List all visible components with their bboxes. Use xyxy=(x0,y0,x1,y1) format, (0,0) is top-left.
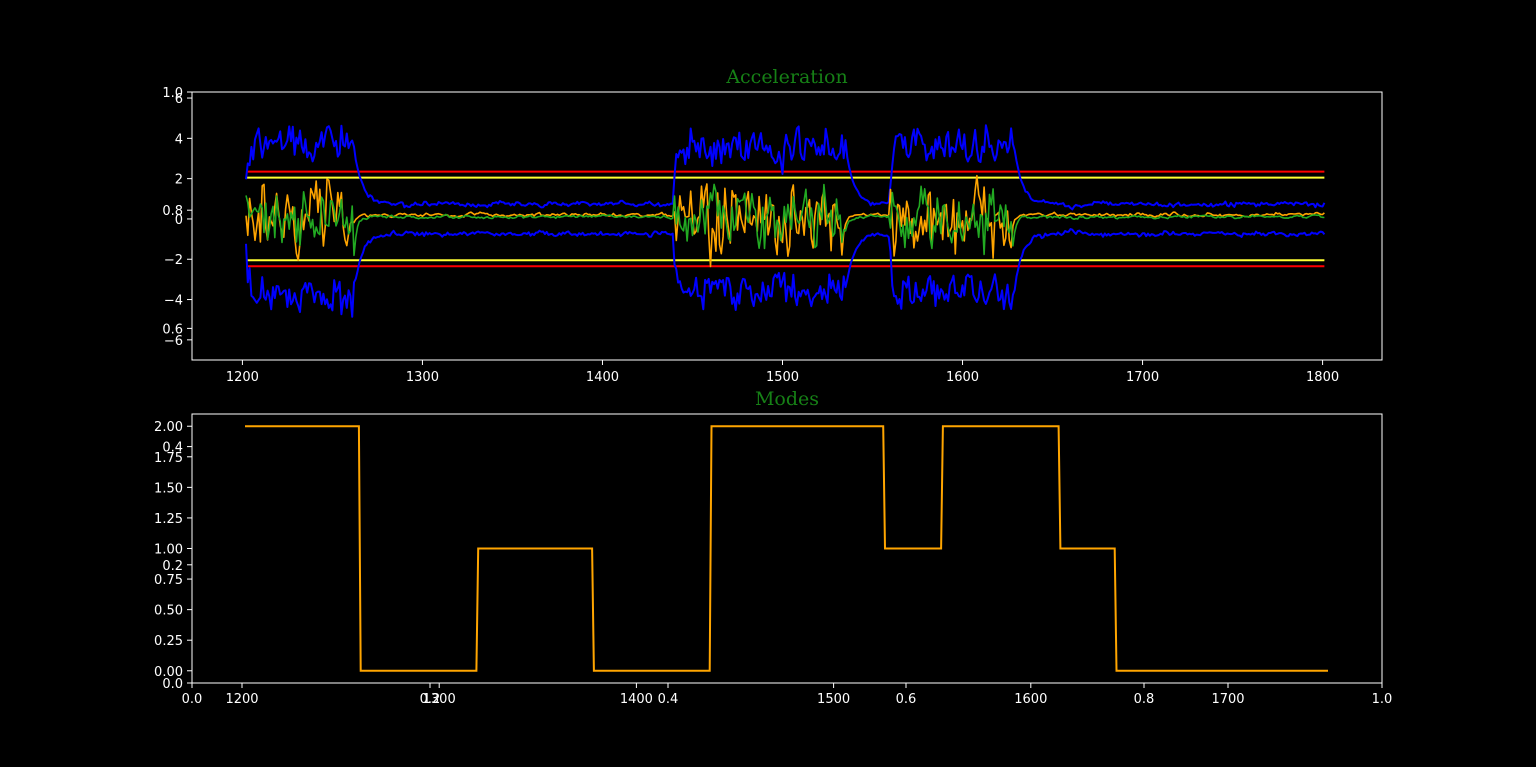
acceleration-chart: Acceleration 1200 1300 1400 1500 1600 1700 180… xyxy=(162,66,1383,385)
upper-envelope-line xyxy=(245,124,1326,211)
modes-title: Modes xyxy=(755,388,819,410)
modes-x-tick-label-1600: 1600 xyxy=(1014,692,1047,707)
acceleration-x-ticks: 1200 1300 1400 1500 1600 1700 1800 xyxy=(226,360,1339,385)
overlay-y-tick-label-1.0: 1.0 xyxy=(162,86,183,101)
y-tick-label--2: −2 xyxy=(164,253,183,268)
modes-x-tick-label-1500: 1500 xyxy=(817,692,850,707)
x-tick-label-1800: 1800 xyxy=(1306,370,1339,385)
acceleration-axes-frame xyxy=(191,91,1383,361)
modes-y-tick-label-1.25: 1.25 xyxy=(154,512,183,527)
x-tick-label-1300: 1300 xyxy=(406,370,439,385)
modes-y-tick-label-0.75: 0.75 xyxy=(154,573,183,588)
overlay-x-tick-label-0.6: 0.6 xyxy=(896,692,917,707)
y-tick-label-6: 6 xyxy=(175,92,183,107)
modes-y-tick-label-2.00: 2.00 xyxy=(154,420,183,435)
overlay-x-tick-label-0.4: 0.4 xyxy=(658,692,679,707)
modes-y-tick-label-0.50: 0.50 xyxy=(154,604,183,619)
x-tick-label-1700: 1700 xyxy=(1126,370,1159,385)
modes-y-tick-label-1.75: 1.75 xyxy=(154,451,183,466)
overlay-y-tick-label-0.4: 0.4 xyxy=(162,441,183,456)
signal-b-line xyxy=(245,183,1325,257)
overlay-x-tick-label-0.8: 0.8 xyxy=(1134,692,1155,707)
modes-y-tick-label-1.50: 1.50 xyxy=(154,481,183,496)
x-tick-label-1500: 1500 xyxy=(766,370,799,385)
acceleration-series xyxy=(245,124,1326,318)
overlay-y-tick-label-0.8: 0.8 xyxy=(162,204,183,219)
overlay-y-ticks-top: 1.0 0.8 0.6 xyxy=(162,86,192,337)
overlay-x-tick-label-0.2: 0.2 xyxy=(420,692,441,707)
modes-x-tick-label-1400: 1400 xyxy=(620,692,653,707)
modes-x-tick-label-1200: 1200 xyxy=(225,692,258,707)
x-tick-label-1600: 1600 xyxy=(946,370,979,385)
modes-y-tick-label-0.00: 0.00 xyxy=(154,665,183,680)
overlay-y-tick-label-0.0: 0.0 xyxy=(162,677,183,692)
signal-a-line xyxy=(245,174,1325,268)
modes-x-tick-label-1700: 1700 xyxy=(1211,692,1244,707)
modes-y-ticks: 0.00 0.25 0.50 0.75 1.00 1.25 1.50 1.75 2.00 xyxy=(154,420,192,680)
y-tick-label-0: 0 xyxy=(175,213,183,228)
acceleration-y-ticks: −6 −4 −2 0 2 4 6 xyxy=(164,92,192,349)
overlay-x-ticks: 0.0 0.2 0.4 0.6 0.8 1.0 xyxy=(182,683,1393,707)
overlay-y-tick-label-0.2: 0.2 xyxy=(162,559,183,574)
overlay-x-tick-label-0.0: 0.0 xyxy=(182,692,203,707)
y-tick-label--6: −6 xyxy=(164,334,183,349)
modes-x-ticks: 1200 1300 1400 1500 1600 1700 xyxy=(225,683,1245,707)
y-tick-label--4: −4 xyxy=(164,294,183,309)
x-tick-label-1400: 1400 xyxy=(586,370,619,385)
modes-y-tick-label-1.00: 1.00 xyxy=(154,543,183,558)
modes-chart: Modes 1200 1300 1400 1500 1600 1700 0.000.250… xyxy=(154,388,1392,707)
modes-step-line xyxy=(245,425,1328,672)
y-tick-label-2: 2 xyxy=(175,173,183,188)
overlay-y-tick-label-0.6: 0.6 xyxy=(162,322,183,337)
overlay-y-ticks-bottom: 0.0 0.2 0.4 xyxy=(162,441,192,692)
modes-y-tick-label-0.25: 0.25 xyxy=(154,634,183,649)
x-tick-label-1200: 1200 xyxy=(226,370,259,385)
acceleration-title: Acceleration xyxy=(725,66,847,88)
overlay-x-tick-label-1.0: 1.0 xyxy=(1372,692,1393,707)
modes-x-tick-label-1300: 1300 xyxy=(423,692,456,707)
lower-envelope-line xyxy=(245,228,1326,318)
y-tick-label-4: 4 xyxy=(175,132,183,147)
threshold-lines xyxy=(246,170,1325,268)
